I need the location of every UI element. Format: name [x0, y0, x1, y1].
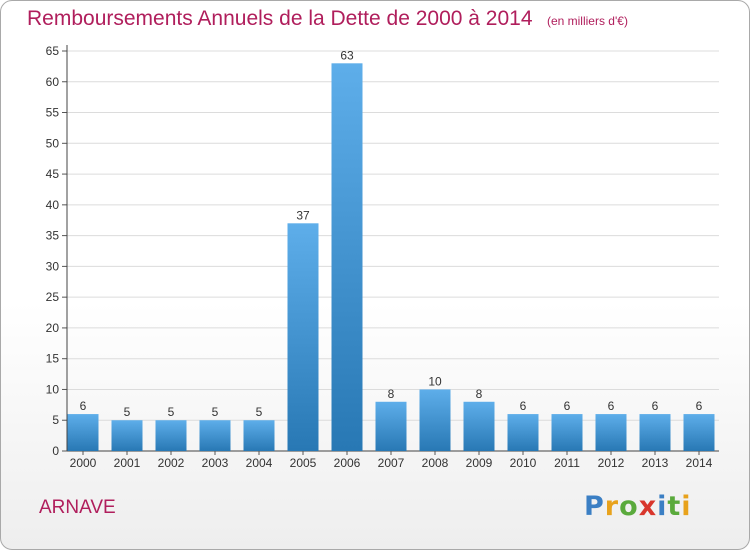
data-label-2001: 5 [124, 405, 131, 419]
bar-2000 [67, 414, 99, 451]
x-tick-label-2009: 2009 [466, 456, 493, 470]
data-label-2013: 6 [652, 399, 659, 413]
bar-2007 [375, 401, 407, 451]
x-tick-label-2012: 2012 [598, 456, 625, 470]
y-tick-label: 5 [52, 413, 59, 427]
y-tick-label: 25 [46, 290, 60, 304]
y-tick-label: 0 [52, 444, 59, 458]
x-tick-label-2014: 2014 [686, 456, 713, 470]
bar-2009 [463, 401, 495, 451]
bar-2012 [595, 414, 627, 451]
logo-letter: o [619, 491, 639, 522]
bar-2006 [331, 63, 363, 452]
x-tick-label-2013: 2013 [642, 456, 669, 470]
data-label-2006: 63 [340, 48, 354, 62]
bar-2011 [551, 414, 583, 451]
x-tick-label-2004: 2004 [246, 456, 273, 470]
y-tick-label: 15 [46, 352, 60, 366]
data-label-2003: 5 [212, 405, 219, 419]
bar-2004 [243, 420, 275, 451]
x-tick-label-2002: 2002 [158, 456, 185, 470]
y-tick-label: 10 [46, 382, 60, 396]
y-tick-label: 40 [46, 198, 60, 212]
data-label-2014: 6 [696, 399, 703, 413]
data-label-2004: 5 [256, 405, 263, 419]
x-tick-label-2005: 2005 [290, 456, 317, 470]
data-label-2007: 8 [388, 387, 395, 401]
data-label-2009: 8 [476, 387, 483, 401]
x-tick-label-2007: 2007 [378, 456, 405, 470]
logo-letter: i [657, 491, 668, 522]
logo-letter: r [604, 491, 620, 522]
y-tick-label: 45 [46, 167, 60, 181]
x-tick-label-2011: 2011 [554, 456, 580, 470]
y-tick-label: 60 [46, 75, 60, 89]
logo-letter: t [667, 491, 682, 522]
y-tick-label: 50 [46, 136, 60, 150]
x-tick-label-2003: 2003 [202, 456, 229, 470]
data-label-2002: 5 [168, 405, 175, 419]
y-tick-label: 55 [46, 106, 60, 120]
proxiti-logo: Proxiti [584, 491, 692, 522]
x-tick-label-2010: 2010 [510, 456, 537, 470]
y-tick-label: 65 [46, 44, 60, 58]
data-label-2008: 10 [428, 374, 442, 388]
y-tick-label: 20 [46, 321, 60, 335]
bar-2008 [419, 389, 451, 451]
data-label-2010: 6 [520, 399, 527, 413]
bar-2014 [683, 414, 715, 451]
y-tick-label: 30 [46, 259, 60, 273]
logo-letter: i [681, 491, 692, 522]
x-tick-label-2006: 2006 [334, 456, 361, 470]
data-label-2000: 6 [80, 399, 87, 413]
data-label-2005: 37 [296, 208, 310, 222]
chart-title-row: Remboursements Annuels de la Dette de 20… [27, 7, 628, 31]
chart-unit-label: (en milliers d'€) [546, 14, 628, 28]
bar-2002 [155, 420, 187, 451]
logo-letter: P [584, 491, 605, 522]
bar-2003 [199, 420, 231, 451]
y-tick-label: 35 [46, 229, 60, 243]
bar-2005 [287, 223, 319, 451]
commune-name: ARNAVE [39, 497, 116, 518]
data-label-2011: 6 [564, 399, 571, 413]
x-tick-label-2001: 2001 [114, 456, 141, 470]
bar-2001 [111, 420, 143, 451]
bar-2013 [639, 414, 671, 451]
x-tick-label-2008: 2008 [422, 456, 449, 470]
x-tick-label-2000: 2000 [70, 456, 97, 470]
chart-title: Remboursements Annuels de la Dette de 20… [27, 7, 533, 30]
data-label-2012: 6 [608, 399, 615, 413]
logo-letter: x [638, 491, 658, 522]
bar-2010 [507, 414, 539, 451]
